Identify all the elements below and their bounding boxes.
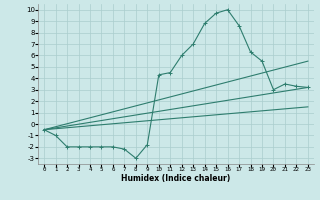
X-axis label: Humidex (Indice chaleur): Humidex (Indice chaleur) <box>121 174 231 183</box>
